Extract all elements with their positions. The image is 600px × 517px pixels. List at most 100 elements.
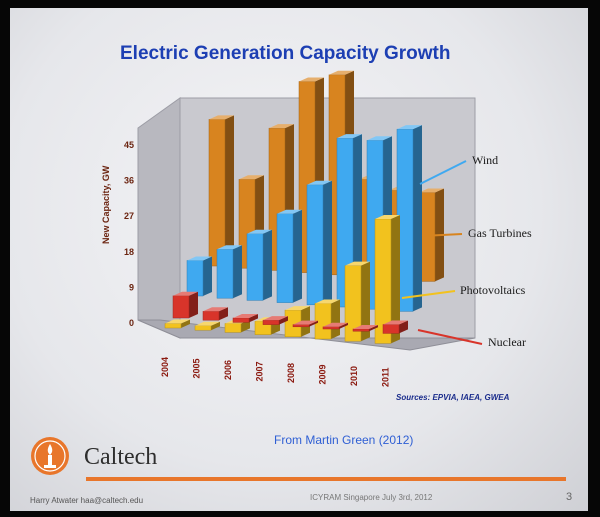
bar-nuclear-2004 <box>172 291 198 319</box>
y-tick-label: 45 <box>124 140 134 150</box>
bar-nuclear-2010 <box>352 324 378 332</box>
bar-side <box>219 307 228 321</box>
bar-top <box>263 316 288 321</box>
bar-front <box>246 233 264 301</box>
bar-nuclear-2008 <box>292 320 318 328</box>
bar-top <box>233 313 258 318</box>
legend: Wind Gas Turbines Photovoltaics Nuclear <box>401 153 532 349</box>
x-axis-labels: 2004 2005 2006 2007 2008 2009 2010 2011 <box>160 357 391 387</box>
bar-front <box>322 326 340 330</box>
x-tick-label: 2004 <box>160 357 170 377</box>
bar-top <box>419 188 444 193</box>
bar-photovoltaics-2005 <box>194 321 220 331</box>
bar-photovoltaics-2011 <box>374 214 400 344</box>
bar-top <box>375 214 400 219</box>
bar-side <box>225 115 234 266</box>
legend-pointer <box>419 160 467 185</box>
bar-side <box>249 313 258 323</box>
bar-front <box>276 213 294 303</box>
y-axis-label: New Capacity, GW <box>101 165 111 244</box>
bars-group <box>164 70 444 344</box>
bar-front <box>382 324 400 334</box>
bar-top <box>315 299 340 304</box>
legend-label-photovoltaics: Photovoltaics <box>460 283 526 297</box>
capacity-chart: 0 9 18 27 36 45 New Capacity, GW 2004 2005 2006… <box>101 70 532 387</box>
legend-pointer <box>421 233 463 237</box>
bar-top <box>203 307 228 312</box>
x-tick-label: 2007 <box>255 362 265 382</box>
bar-gas-turbines-2011 <box>418 188 444 282</box>
bar-front <box>194 325 212 331</box>
bar-photovoltaics-2010 <box>344 261 370 342</box>
bar-top <box>195 321 220 326</box>
bar-top <box>217 245 242 250</box>
slide-title: Electric Generation Capacity Growth <box>120 43 451 64</box>
bar-side <box>391 214 400 344</box>
bar-wind-2007 <box>276 209 302 303</box>
legend-pointer <box>417 329 483 345</box>
bar-side <box>233 245 242 299</box>
bar-front <box>262 319 280 325</box>
bar-front <box>208 119 226 267</box>
author-text: Harry Atwater haa@caltech.edu <box>30 496 144 505</box>
bar-top <box>345 261 370 266</box>
bar-top <box>247 229 272 234</box>
org-name: Caltech <box>84 444 158 470</box>
x-tick-label: 2011 <box>381 368 391 388</box>
bar-side <box>293 209 302 303</box>
x-tick-label: 2009 <box>318 365 328 385</box>
y-tick-label: 0 <box>129 318 134 328</box>
bar-top <box>277 209 302 214</box>
bar-front <box>352 328 370 332</box>
bar-front <box>202 311 220 321</box>
bar-front <box>232 317 250 323</box>
bar-front <box>186 260 204 297</box>
bar-side <box>331 299 340 339</box>
bar-side <box>189 291 198 318</box>
bar-top <box>307 180 332 185</box>
bar-top <box>323 322 348 327</box>
bar-top <box>353 324 378 329</box>
bar-top <box>367 136 392 141</box>
bar-top <box>383 320 408 325</box>
bar-side <box>279 316 288 325</box>
bar-side <box>323 180 332 305</box>
legend-pointer <box>401 290 456 299</box>
y-tick-label: 18 <box>124 247 134 257</box>
bar-front <box>164 323 182 329</box>
bar-side <box>339 322 348 329</box>
bar-nuclear-2006 <box>232 313 258 323</box>
bar-side <box>413 125 422 312</box>
bar-side <box>211 321 220 331</box>
bar-side <box>309 320 318 327</box>
bar-top <box>269 124 294 129</box>
bar-top <box>337 134 362 139</box>
bar-photovoltaics-2004 <box>164 319 190 329</box>
bar-wind-2004 <box>186 256 212 297</box>
bar-side <box>181 319 190 328</box>
y-tick-label: 36 <box>124 176 134 186</box>
bar-front <box>172 295 190 319</box>
slide: Electric Generation Capacity Growth 0 9 18… <box>10 8 588 511</box>
bar-nuclear-2005 <box>202 307 228 321</box>
x-tick-label: 2006 <box>223 360 233 380</box>
bar-nuclear-2007 <box>262 316 288 325</box>
x-tick-label: 2010 <box>349 366 359 386</box>
bar-top <box>329 70 354 75</box>
bar-photovoltaics-2009 <box>314 299 340 340</box>
bar-top <box>293 320 318 325</box>
legend-label-nuclear: Nuclear <box>488 335 526 349</box>
bar-side <box>369 324 378 332</box>
bar-top <box>165 319 190 324</box>
bar-front <box>224 323 242 333</box>
bar-nuclear-2011 <box>382 320 408 334</box>
bar-top <box>285 306 310 311</box>
bar-side <box>263 229 272 301</box>
bar-top <box>397 125 422 130</box>
bar-nuclear-2009 <box>322 322 348 330</box>
bar-top <box>299 77 324 82</box>
source-note: Sources: EPVIA, IAEA, GWEA <box>396 393 510 402</box>
x-tick-label: 2005 <box>192 359 202 379</box>
bar-gas-turbines-2004 <box>208 115 234 267</box>
bar-wind-2008 <box>306 180 332 306</box>
